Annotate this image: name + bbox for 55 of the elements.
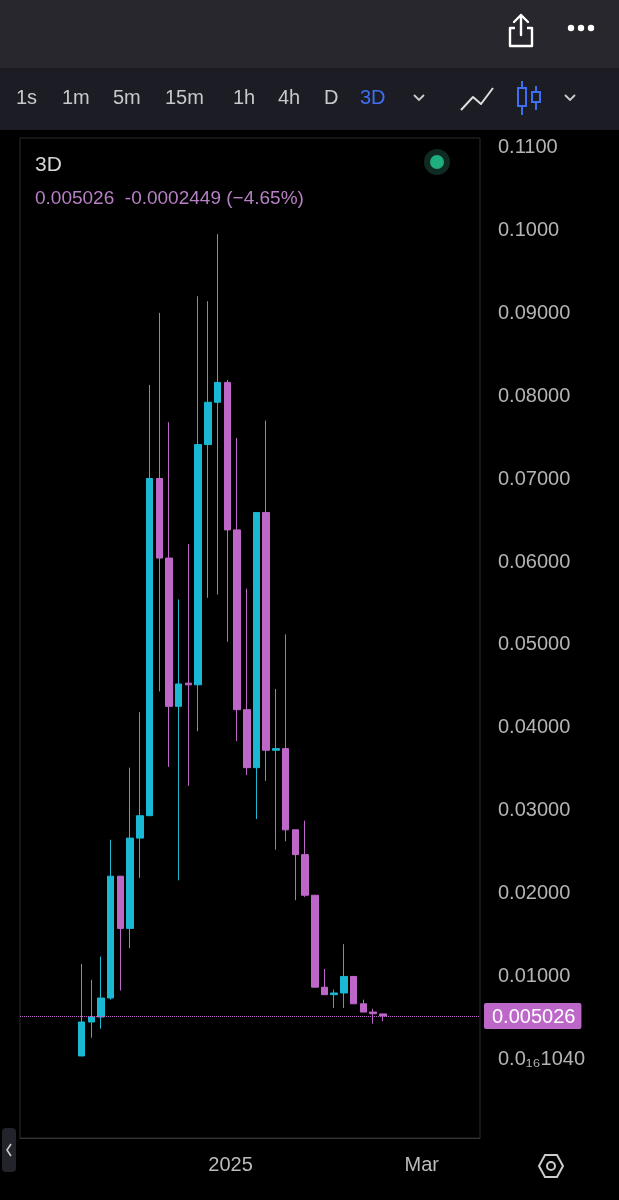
y-tick-label: 0.04000 (498, 715, 571, 738)
candlestick (282, 633, 289, 842)
text: 1h (233, 86, 256, 109)
text: 3D (360, 86, 386, 109)
y-tick-label: 0.06000 (498, 549, 571, 572)
candlestick (97, 956, 105, 1030)
text: 0.005026 -0.0002449 (−4.65%) (35, 187, 304, 208)
y-tick-label: 0.02000 (498, 880, 571, 903)
candlestick (233, 437, 241, 742)
candlestick (253, 511, 260, 820)
y-tick-label: 0.0₁₆1040 (498, 1046, 586, 1069)
y-tick-label: 0.09000 (498, 300, 571, 323)
text: 3D (35, 152, 62, 175)
candlestick (126, 767, 134, 949)
x-tick-label: 2025 (208, 1153, 253, 1175)
candlestick (321, 968, 328, 996)
text: 4h (278, 86, 301, 109)
y-tick-label: 0.07000 (498, 466, 571, 489)
candlestick (204, 300, 212, 599)
y-tick-label: 0.03000 (498, 798, 571, 821)
candlestick (175, 598, 182, 881)
candlestick (360, 999, 367, 1013)
candlestick (136, 711, 144, 879)
y-tick-label: 0.05000 (498, 632, 571, 655)
text: 5m (113, 86, 141, 109)
y-tick-label: 0.08000 (498, 383, 571, 406)
y-tick-label: 0.1100 (498, 135, 558, 158)
candlestick (340, 943, 348, 1009)
candlestick (292, 829, 299, 901)
text: 1m (62, 86, 90, 109)
candlestick (88, 979, 95, 1039)
y-tick-label: 0.01000 (498, 963, 571, 986)
y-tick-label: 0.1000 (498, 218, 560, 241)
candlestick (330, 989, 338, 1009)
x-tick-label: Mar (404, 1153, 440, 1175)
candlestick (146, 384, 153, 817)
candlestick (165, 421, 173, 768)
candlestick (224, 379, 231, 643)
candlestick (185, 543, 192, 787)
candlestick (107, 839, 114, 1001)
candlestick (301, 820, 309, 898)
candlestick (156, 312, 163, 692)
ref-line-label: 0.005026 (492, 1004, 576, 1027)
candlestick (117, 875, 124, 992)
candlestick (272, 688, 280, 851)
candlestick (78, 963, 85, 1057)
candlestick (194, 295, 202, 732)
candlestick (214, 233, 221, 595)
text: 15m (165, 86, 204, 109)
candlestick (311, 894, 319, 988)
candlestick (262, 420, 270, 782)
text: D (324, 86, 339, 109)
candlestick (350, 975, 357, 1005)
text: 1s (16, 86, 38, 109)
candlestick (243, 588, 251, 776)
